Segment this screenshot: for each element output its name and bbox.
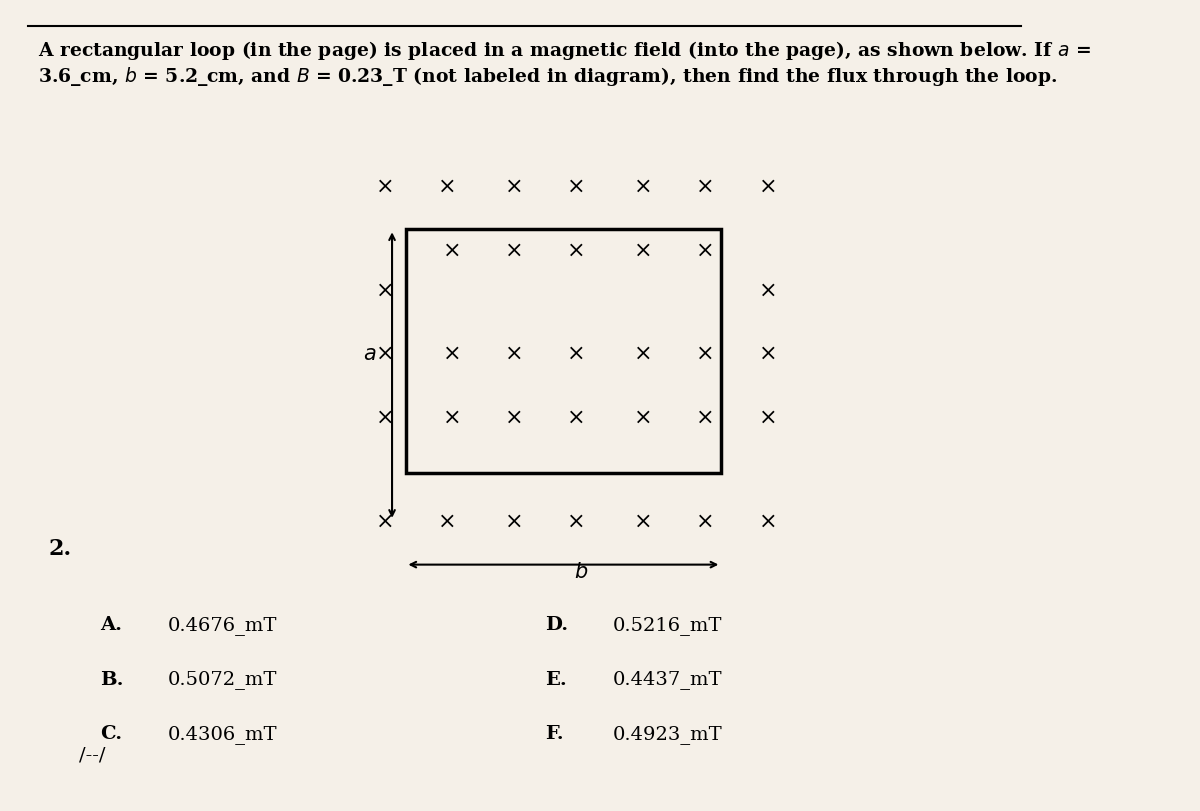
Text: 0.4306_mT: 0.4306_mT	[168, 723, 277, 743]
Text: ×: ×	[568, 343, 586, 365]
Text: 2.: 2.	[48, 537, 72, 559]
Text: E.: E.	[545, 670, 568, 688]
Text: C.: C.	[100, 724, 122, 742]
Text: $b$: $b$	[575, 561, 589, 581]
Text: F.: F.	[545, 724, 564, 742]
Text: 0.4437_mT: 0.4437_mT	[612, 669, 722, 689]
Text: ×: ×	[443, 343, 462, 365]
Text: ×: ×	[376, 343, 394, 365]
Text: ×: ×	[505, 510, 523, 532]
Text: ×: ×	[696, 175, 715, 197]
Text: A rectangular loop (in the page) is placed in a magnetic field (into the page), : A rectangular loop (in the page) is plac…	[38, 39, 1091, 88]
Text: ×: ×	[696, 239, 715, 261]
Bar	[406, 230, 721, 474]
Text: ×: ×	[568, 406, 586, 428]
Text: ×: ×	[438, 175, 456, 197]
Text: ×: ×	[376, 510, 394, 532]
Text: ×: ×	[568, 239, 586, 261]
Text: ×: ×	[568, 175, 586, 197]
Text: B.: B.	[100, 670, 124, 688]
Text: A.: A.	[100, 616, 122, 633]
Text: 0.5072_mT: 0.5072_mT	[168, 669, 277, 689]
Text: 0.4676_mT: 0.4676_mT	[168, 616, 277, 634]
Text: ×: ×	[635, 510, 653, 532]
Text: 0.5216_mT: 0.5216_mT	[612, 616, 722, 634]
Text: ×: ×	[376, 406, 394, 428]
Text: ×: ×	[505, 343, 523, 365]
Text: ×: ×	[568, 510, 586, 532]
Text: ×: ×	[443, 239, 462, 261]
Text: ×: ×	[758, 279, 778, 301]
Text: D.: D.	[545, 616, 569, 633]
Text: 0.4923_mT: 0.4923_mT	[612, 723, 722, 743]
Text: ×: ×	[758, 406, 778, 428]
Text: ×: ×	[635, 343, 653, 365]
Text: ×: ×	[505, 406, 523, 428]
Text: ×: ×	[696, 510, 715, 532]
Text: $a$: $a$	[362, 344, 376, 363]
Text: ×: ×	[443, 406, 462, 428]
Text: ×: ×	[758, 175, 778, 197]
Text: /--/: /--/	[79, 745, 106, 764]
Text: ×: ×	[758, 510, 778, 532]
Text: ×: ×	[758, 343, 778, 365]
Text: ×: ×	[635, 239, 653, 261]
Text: ×: ×	[438, 510, 456, 532]
Text: ×: ×	[376, 175, 394, 197]
Text: ×: ×	[635, 175, 653, 197]
Text: ×: ×	[505, 239, 523, 261]
Text: ×: ×	[696, 406, 715, 428]
Text: ×: ×	[505, 175, 523, 197]
Text: ×: ×	[376, 279, 394, 301]
Text: ×: ×	[696, 343, 715, 365]
Text: ×: ×	[635, 406, 653, 428]
